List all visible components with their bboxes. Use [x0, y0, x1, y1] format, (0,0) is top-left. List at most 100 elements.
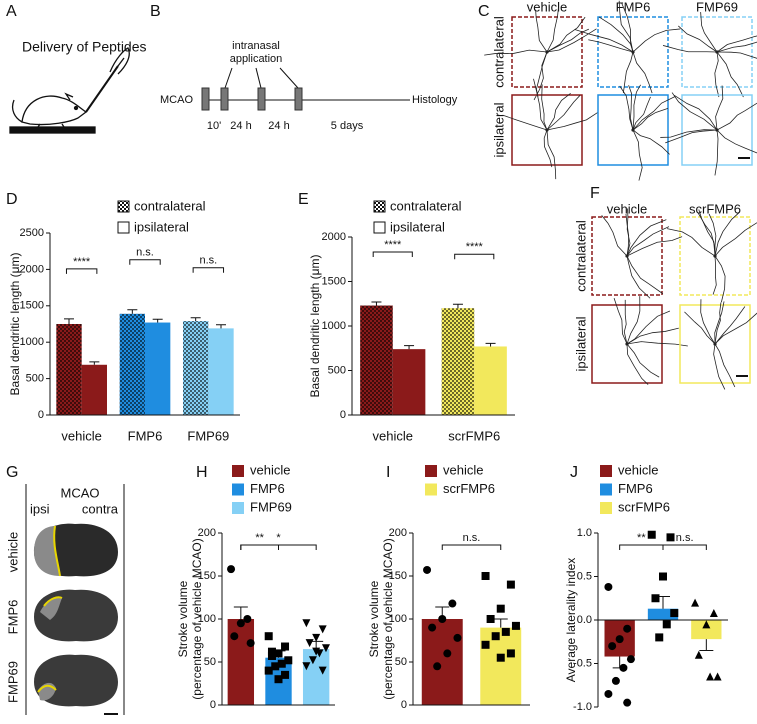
row-label: contralateral [491, 16, 506, 88]
data-point [481, 640, 490, 649]
neuron-branch [714, 343, 736, 388]
y-tick-label: 1500 [322, 275, 346, 287]
column-header: FMP69 [696, 0, 738, 14]
neuron-branch [541, 84, 548, 131]
y-tick-label: 1000 [20, 336, 44, 348]
error-bar [64, 318, 74, 324]
data-point [608, 642, 617, 651]
y-axis-label: Average laterality index [564, 558, 578, 683]
neuron-frame [511, 16, 583, 88]
neuron-branch [716, 51, 744, 98]
neuron-soma [715, 50, 719, 54]
x-tick-label: FMP69 [187, 428, 229, 443]
significance-bracket [129, 259, 161, 265]
neuron-branch [546, 112, 598, 131]
error-bar [493, 618, 508, 628]
neuron-branch [632, 96, 651, 131]
data-point [423, 565, 432, 574]
neuron-branch [714, 212, 740, 257]
data-point [318, 625, 327, 634]
neuron-branch [662, 45, 718, 53]
data-point [274, 675, 283, 684]
neuron-branch [623, 299, 628, 345]
legend-swatch [425, 483, 437, 496]
panel-label: C [478, 3, 490, 20]
interval-label: 24 h [230, 120, 251, 132]
data-point [702, 620, 711, 629]
legend-swatch [373, 200, 386, 213]
legend-label: contralateral [390, 198, 462, 213]
neuron-branch [618, 0, 634, 53]
data-point [666, 533, 675, 542]
y-tick-label: 0.5 [577, 570, 592, 582]
data-point [694, 650, 703, 659]
neuron-branch [626, 255, 651, 299]
legend-swatch [117, 221, 130, 234]
significance-bracket [240, 544, 317, 550]
significance-label: n.s. [676, 532, 694, 544]
y-tick-label: 0 [38, 409, 44, 421]
neuron-branch [632, 51, 653, 94]
significance-bracket [441, 544, 502, 550]
y-tick-label: 50 [204, 656, 216, 668]
y-tick-label: 500 [328, 364, 346, 376]
neuron-branch [714, 255, 726, 303]
data-point [486, 615, 495, 623]
row-label: vehicle [5, 532, 20, 572]
timeline-end: Histology [412, 94, 458, 106]
row-label: FMP6 [5, 600, 20, 635]
y-tick-label: 0 [340, 409, 346, 421]
neuron-soma [713, 342, 717, 346]
data-point [264, 666, 273, 675]
neuron-branch [714, 306, 746, 345]
legend-label: FMP6 [250, 481, 285, 496]
interval-label: 5 days [331, 120, 364, 132]
side-label: contra [82, 501, 119, 516]
panel-title: Delivery of Peptides [22, 39, 147, 55]
data-point [491, 632, 500, 641]
neuron-branch [626, 343, 660, 378]
significance-bracket [662, 544, 707, 550]
y-tick-label: 150 [198, 570, 216, 582]
legend-label: ipsilateral [390, 219, 445, 234]
neuron-branch [626, 226, 670, 257]
neuron-branch [714, 51, 720, 98]
error-bar [233, 606, 248, 619]
neuron-branch [714, 222, 757, 257]
data-point [506, 649, 515, 658]
side-label: ipsi [30, 501, 50, 516]
y-axis-label: Basal dendritic length (μm) [8, 253, 22, 396]
y-tick-label: 200 [198, 527, 216, 539]
neuron-branch [713, 343, 726, 390]
header: MCAO [61, 485, 100, 500]
legend-swatch [232, 483, 244, 496]
legend-swatch [232, 502, 244, 514]
neuron-branch [546, 28, 590, 53]
neuron-soma [625, 342, 629, 346]
significance-label: **** [384, 239, 402, 251]
data-point [281, 670, 290, 679]
significance-bracket [192, 267, 225, 273]
neuron-branch [698, 209, 716, 257]
legend-swatch [600, 465, 612, 477]
neuron-branch [671, 92, 718, 131]
neuron-branch [546, 92, 571, 131]
column-header: scrFMP6 [689, 201, 741, 216]
data-point [626, 655, 635, 664]
data-point [623, 698, 632, 707]
legend-swatch [373, 221, 386, 234]
y-tick-label: 2000 [20, 263, 44, 275]
panel-label: A [6, 3, 17, 20]
y-tick-label: 1500 [20, 300, 44, 312]
bar [392, 349, 426, 415]
bar [183, 321, 209, 415]
neuron-branch [697, 211, 716, 257]
data-point [281, 642, 290, 651]
bar [119, 313, 145, 415]
significance-label: n.s. [199, 255, 217, 267]
column-header: vehicle [527, 0, 567, 14]
data-point [243, 615, 252, 623]
data-point [230, 632, 239, 641]
bar [647, 608, 679, 620]
neuron-frame [681, 16, 753, 88]
